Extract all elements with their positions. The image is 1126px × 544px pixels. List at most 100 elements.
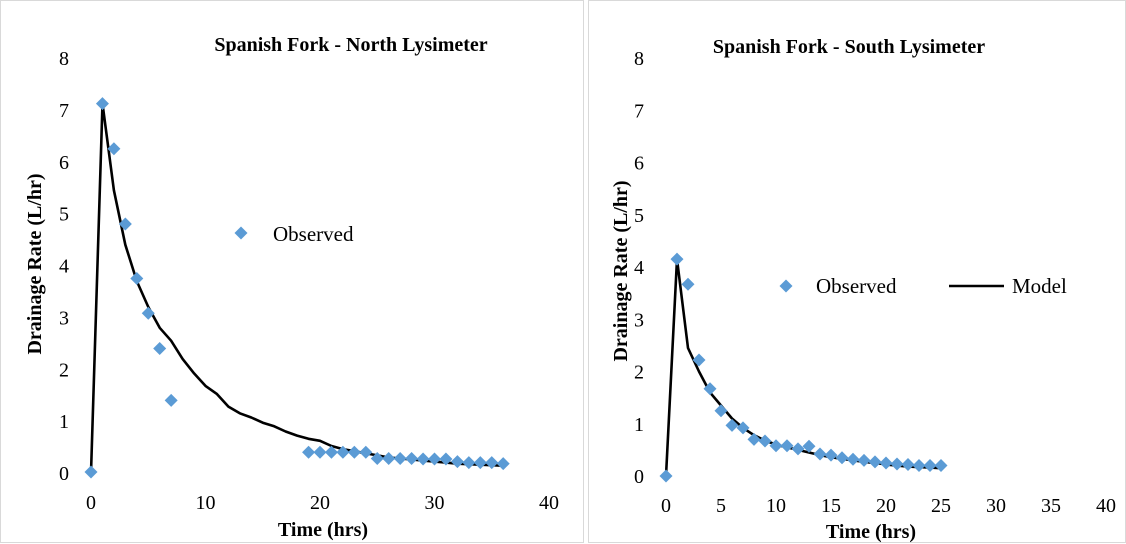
x-tick-label: 25 <box>931 495 951 517</box>
legend-marker-observed <box>234 226 248 240</box>
x-tick-label: 10 <box>196 492 216 514</box>
x-tick-label: 15 <box>821 495 841 517</box>
observed-point <box>703 382 717 396</box>
observed-point <box>450 455 464 469</box>
y-tick-label: 4 <box>59 256 69 278</box>
x-tick-label: 0 <box>86 492 96 514</box>
legend-label: Observed <box>816 274 897 298</box>
model-line <box>89 102 504 474</box>
observed-point <box>714 404 728 418</box>
x-tick-label: 40 <box>539 492 559 514</box>
y-axis-title: Drainage Rate (L/hr) <box>610 180 632 361</box>
x-tick-label: 20 <box>876 495 896 517</box>
observed-point <box>879 456 893 470</box>
observed-point <box>95 97 109 111</box>
chart-title: Spanish Fork - North Lysimeter <box>214 34 487 56</box>
chart-panel-south: Spanish Fork - South Lysimeter 0 1 2 3 4 5 6 7 8 0… <box>588 0 1126 543</box>
y-tick-label: 6 <box>59 152 69 174</box>
observed-point <box>439 452 453 466</box>
observed-point <box>769 439 783 453</box>
y-tick-label: 0 <box>59 463 69 485</box>
observed-point <box>747 432 761 446</box>
y-tick-label: 4 <box>634 257 644 279</box>
y-tick-label: 8 <box>59 48 69 70</box>
observed-point <box>901 458 915 472</box>
observed-point <box>393 451 407 465</box>
observed-point <box>846 452 860 466</box>
observed-point <box>934 459 948 473</box>
y-tick-label: 3 <box>59 307 69 329</box>
observed-point <box>868 455 882 469</box>
y-tick-label: 2 <box>634 362 644 384</box>
x-tick-label: 10 <box>766 495 786 517</box>
observed-point <box>359 445 373 459</box>
observed-point <box>670 252 684 266</box>
observed-point <box>692 353 706 367</box>
observed-point <box>857 453 871 467</box>
chart-south-svg: Spanish Fork - South Lysimeter 0 1 2 3 4 5 6 7 8 0… <box>610 36 1116 543</box>
observed-point <box>912 459 926 473</box>
y-tick-label: 3 <box>634 309 644 331</box>
x-axis-title: Time (hrs) <box>278 519 368 541</box>
observed-point <box>473 456 487 470</box>
legend-marker-observed <box>779 279 793 293</box>
y-tick-label: 7 <box>634 100 644 122</box>
y-tick-label: 1 <box>59 411 69 433</box>
observed-point <box>84 465 98 479</box>
observed-point <box>313 445 327 459</box>
observed-point <box>659 469 673 483</box>
observed-point <box>416 452 430 466</box>
observed-point <box>681 277 695 291</box>
observed-point <box>405 451 419 465</box>
observed-point <box>758 434 772 448</box>
y-tick-label: 2 <box>59 359 69 381</box>
observed-point <box>485 456 499 470</box>
x-tick-label: 40 <box>1096 495 1116 517</box>
y-tick-label: 1 <box>634 414 644 436</box>
y-tick-label: 5 <box>59 204 69 226</box>
y-axis-title: Drainage Rate (L/hr) <box>24 173 46 354</box>
observed-point <box>382 451 396 465</box>
observed-point <box>118 217 132 231</box>
x-tick-label: 35 <box>1041 495 1061 517</box>
chart-panel-north: Spanish Fork - North Lysimeter 0 1 2 3 4 5 6 7 8 0… <box>0 0 584 543</box>
observed-point <box>107 142 121 156</box>
legend-label: Observed <box>273 222 354 246</box>
x-tick-label: 5 <box>716 495 726 517</box>
x-tick-label: 0 <box>661 495 671 517</box>
y-tick-label: 6 <box>634 153 644 175</box>
observed-point <box>835 451 849 465</box>
x-tick-label: 30 <box>986 495 1006 517</box>
observed-point <box>347 445 361 459</box>
observed-point <box>923 459 937 473</box>
observed-point <box>302 445 316 459</box>
x-axis-title: Time (hrs) <box>826 521 916 543</box>
observed-point <box>428 452 441 466</box>
y-tick-label: 7 <box>59 100 69 122</box>
legend-label: Model <box>1012 274 1067 298</box>
chart-title: Spanish Fork - South Lysimeter <box>713 36 985 58</box>
model-line <box>664 257 942 477</box>
observed-point <box>813 447 827 461</box>
observed-point <box>780 439 794 453</box>
chart-north-svg: Spanish Fork - North Lysimeter 0 1 2 3 4 5 6 7 8 0… <box>24 34 559 541</box>
observed-point <box>130 271 144 285</box>
x-tick-label: 20 <box>310 492 330 514</box>
observed-point <box>336 445 350 459</box>
observed-point <box>324 445 338 459</box>
observed-point <box>736 421 750 435</box>
y-tick-label: 8 <box>634 48 644 70</box>
observed-point <box>791 442 805 456</box>
observed-point <box>496 457 510 471</box>
y-tick-label: 0 <box>634 466 644 488</box>
observed-point <box>141 306 155 320</box>
y-tick-label: 5 <box>634 205 644 227</box>
x-tick-label: 30 <box>425 492 445 514</box>
observed-point <box>153 342 167 355</box>
observed-point <box>802 439 816 453</box>
observed-point <box>164 393 178 407</box>
observed-point <box>725 418 739 432</box>
observed-point <box>890 457 904 471</box>
observed-point <box>370 451 384 465</box>
observed-point <box>824 448 838 462</box>
